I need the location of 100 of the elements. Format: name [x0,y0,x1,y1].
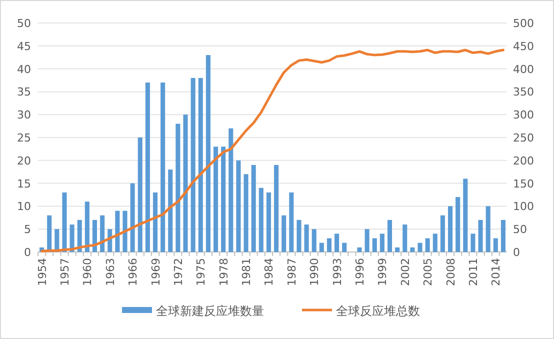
bar [258,188,264,252]
bar [228,128,234,252]
bar [410,247,415,252]
bar [251,164,256,252]
bar [432,234,438,252]
bar [493,238,498,252]
x-tick-label: 1987 [285,258,298,286]
bar [463,178,468,252]
bar [122,210,128,252]
bar [402,224,408,252]
x-tick-label: 2002 [398,258,412,286]
bar [138,138,142,252]
y2-tick-label: 200 [513,154,534,168]
x-tick-label: 1963 [104,258,117,286]
x-tick-label: 1957 [58,258,72,286]
bar [395,247,400,252]
x-tick-label: 2005 [422,258,435,286]
y-tick-label: 5 [24,223,31,236]
bar [380,234,384,252]
x-tick-label: 1975 [194,258,208,286]
bar [357,247,362,252]
bar [183,114,188,252]
y-tick-label: 50 [17,17,31,30]
x-tick-label: 1972 [172,258,185,286]
bar [236,160,241,252]
y-tick-label: 45 [17,40,31,53]
bar [84,202,90,252]
x-tick-label: 2014 [490,258,503,286]
bar [364,229,370,252]
y-tick-label: 20 [17,154,31,168]
bar [440,215,445,252]
bar [213,146,218,252]
y-tick-label: 15 [17,177,31,190]
x-tick-label: 1984 [262,258,276,286]
x-tick-label: 1993 [330,258,344,286]
x-tick-label: 1978 [217,258,230,286]
bar [190,78,196,252]
bar [130,183,135,252]
bar [176,124,180,252]
x-tick-label: 1996 [353,258,366,286]
bar [145,82,150,252]
x-tick-label: 2011 [466,258,480,286]
bar [500,220,506,252]
bar [152,192,158,252]
bar [326,238,332,252]
bar [456,197,460,252]
bar [206,55,210,252]
y2-tick-label: 0 [513,246,520,259]
bar [342,242,347,252]
bar [168,170,173,252]
bar [448,206,453,252]
x-tick-label: 1999 [376,258,390,286]
bar [77,220,82,252]
bar [470,234,476,252]
x-tick-label: 1981 [240,258,254,286]
bar [92,220,98,252]
y-tick-label: 35 [17,86,31,99]
bar [319,242,324,252]
bar [266,192,271,252]
x-tick-label: 1969 [149,258,162,286]
y-tick-label: 25 [17,132,31,144]
bar [372,238,377,252]
bar [115,210,120,252]
bar [62,192,67,252]
bar [478,220,483,252]
y2-tick-label: 300 [513,108,534,122]
bar [334,234,340,252]
y-tick-label: 0 [24,246,31,259]
bar [221,146,226,252]
x-tick-label: 1960 [81,258,94,286]
bar [244,174,248,252]
bar [387,220,392,252]
x-tick-label: 1966 [126,258,140,286]
y2-tick-label: 250 [513,132,534,144]
bar [160,82,166,252]
y2-tick-label: 150 [513,177,534,190]
bar [418,242,422,252]
x-tick-label: 2008 [444,258,458,286]
bar [282,215,286,252]
y-tick-label: 40 [17,62,31,76]
y2-tick-label: 500 [513,17,534,30]
y2-tick-label: 100 [513,200,534,214]
bar [486,206,490,252]
y2-tick-label: 450 [513,40,534,53]
legend-label: 全球反应堆总数 [336,304,420,318]
legend-label: 全球新建反应堆数量 [156,304,264,318]
bar [274,164,279,252]
bar [47,215,52,252]
bar [296,220,302,252]
bar [198,78,203,252]
bar [289,192,294,252]
x-tick-label: 1990 [308,258,322,286]
bar [100,215,105,252]
x-tick-label: 1954 [36,258,49,286]
y-tick-label: 10 [17,200,31,214]
y2-tick-label: 350 [513,86,534,99]
y-tick-label: 30 [17,108,31,122]
y2-tick-label: 400 [513,62,534,76]
bar [304,224,309,252]
y2-tick-label: 50 [513,223,527,236]
